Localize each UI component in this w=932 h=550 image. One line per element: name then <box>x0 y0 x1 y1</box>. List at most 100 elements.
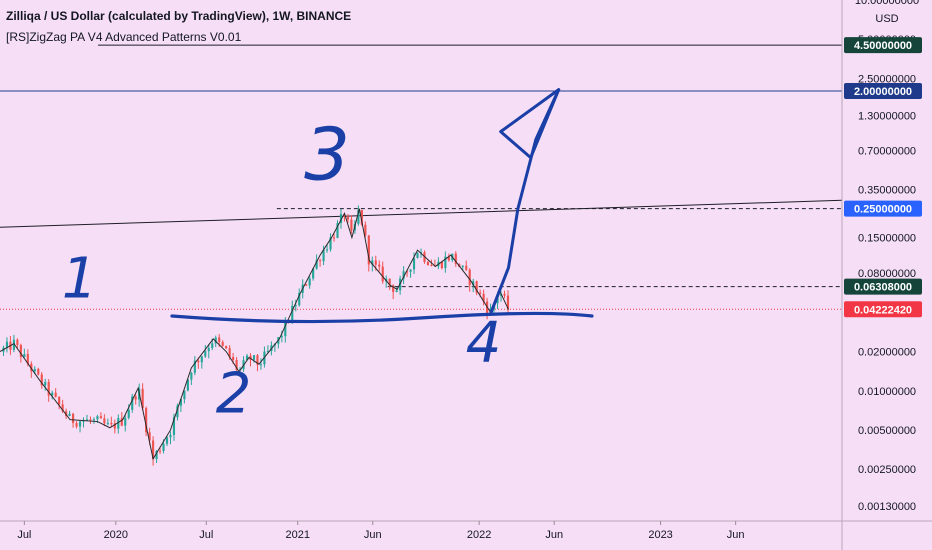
candle-body <box>305 284 308 286</box>
price-badge <box>844 37 922 54</box>
candle-body <box>5 341 9 348</box>
candle <box>308 276 311 289</box>
candle-body <box>447 256 450 261</box>
candle-body <box>332 237 336 239</box>
candle <box>503 290 506 299</box>
candle <box>465 260 468 272</box>
candle <box>68 410 71 417</box>
candle <box>16 338 19 350</box>
candle <box>131 393 134 413</box>
candle-body <box>179 399 183 406</box>
candle-body <box>30 363 33 372</box>
candle-body <box>416 253 419 258</box>
candle <box>186 378 189 392</box>
candle-body <box>204 351 207 357</box>
candle-body <box>218 337 221 342</box>
candle <box>99 412 102 419</box>
candle-body <box>291 305 294 323</box>
candle <box>444 251 447 273</box>
candle-body <box>23 354 26 357</box>
time-scale[interactable]: Jul 2020 Jul 2021 Jun 2022 Jun 2023 Jun <box>17 521 745 541</box>
candle-body <box>169 434 172 438</box>
candle-body <box>395 290 398 292</box>
trendline <box>0 199 843 228</box>
candle-body <box>155 450 158 460</box>
candle <box>207 344 210 359</box>
candle <box>30 361 33 378</box>
zigzag-polyline <box>0 208 509 461</box>
candle <box>395 287 398 293</box>
indicator-label[interactable]: [RS]ZigZag PA V4 Advanced Patterns V0.01 <box>6 30 242 44</box>
chart-title: Zilliqa / US Dollar (calculated by Tradi… <box>6 9 352 23</box>
candle-body <box>12 339 15 350</box>
candle <box>378 260 381 272</box>
price-badge <box>844 278 922 295</box>
candle <box>103 414 106 427</box>
candle <box>124 414 127 432</box>
annotation-number: 4 <box>466 310 502 375</box>
candle-body <box>172 417 176 435</box>
candle <box>346 214 350 223</box>
candle-body <box>381 266 384 282</box>
candle-body <box>58 396 61 405</box>
candle <box>245 353 249 361</box>
candle-body <box>350 219 353 231</box>
candle-body <box>235 359 238 370</box>
time-tick-label: Jun <box>545 529 563 541</box>
price-badge-label: 4.50000000 <box>854 40 912 52</box>
candle <box>179 398 183 412</box>
price-badge <box>844 200 922 217</box>
candle-body <box>221 341 224 346</box>
candle <box>409 269 412 278</box>
candle <box>23 348 26 358</box>
candle <box>367 234 370 272</box>
candle-body <box>33 368 36 372</box>
candle-body <box>245 355 249 361</box>
candle <box>61 399 64 414</box>
candle <box>165 435 169 447</box>
candle-body <box>47 381 50 396</box>
candle <box>482 289 485 306</box>
candle <box>47 379 50 402</box>
candle <box>447 253 450 262</box>
annotation-number: 3 <box>304 112 350 196</box>
candle-body <box>325 249 329 251</box>
candle-body <box>40 374 43 386</box>
candle <box>416 252 419 259</box>
candle-body <box>329 237 332 250</box>
candle <box>454 251 457 267</box>
candle <box>152 436 155 466</box>
candle-body <box>186 379 189 391</box>
candle <box>332 233 336 242</box>
price-badge-label: 0.25000000 <box>854 204 912 216</box>
candle-body <box>426 262 430 266</box>
price-tick-label: 1.30000000 <box>858 110 916 122</box>
candle-body <box>124 417 127 426</box>
candle <box>58 396 61 410</box>
candle-body <box>479 292 482 294</box>
candle-body <box>37 368 40 375</box>
candle-body <box>284 320 287 337</box>
price-tick-label: 0.00500000 <box>858 425 916 437</box>
candle-body <box>162 443 165 451</box>
candle-body <box>26 354 29 364</box>
candle-body <box>75 423 78 427</box>
candle <box>350 215 353 234</box>
candle-body <box>360 210 363 225</box>
candle-body <box>68 413 71 416</box>
candle <box>5 337 9 353</box>
price-tick-label: 0.00130000 <box>858 501 916 513</box>
candle <box>221 340 224 347</box>
candle <box>141 383 144 411</box>
price-badge-label: 0.04222420 <box>854 304 912 316</box>
candle-body <box>266 351 269 353</box>
time-tick-label: Jul <box>17 529 31 541</box>
candle <box>106 418 109 426</box>
candle-body <box>103 418 106 424</box>
annotation-number: 1 <box>62 246 98 311</box>
candle-body <box>214 337 217 344</box>
candle-body <box>89 419 92 421</box>
candle-body <box>193 360 196 373</box>
candle <box>82 417 85 428</box>
